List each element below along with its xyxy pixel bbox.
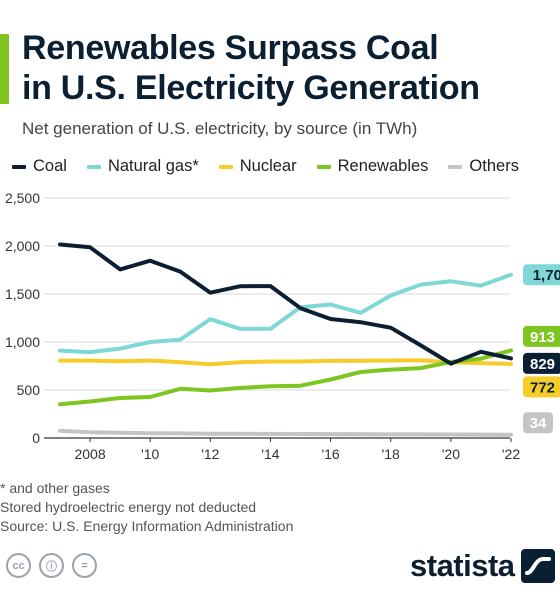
- cc-icon[interactable]: cc: [6, 553, 31, 578]
- series-line-coal: [58, 242, 513, 366]
- chart-legend: Coal Natural gas* Nuclear Renewables Oth…: [12, 157, 539, 176]
- footnote-source: Source: U.S. Energy Information Administ…: [0, 518, 294, 534]
- series-line-natural-gas: [58, 272, 513, 355]
- legend-label-nuclear: Nuclear: [239, 157, 297, 175]
- x-tick-label: '16: [321, 446, 339, 462]
- license-icons: cc ⓘ =: [6, 553, 97, 578]
- legend-swatch-natural-gas: [86, 164, 101, 169]
- end-label-bg-others: [523, 412, 553, 434]
- brand-wordmark: statista: [410, 548, 515, 583]
- legend-label-others: Others: [469, 157, 519, 175]
- end-label-bg-coal: [523, 352, 560, 374]
- end-label-natural-gas: 1,701: [533, 267, 560, 284]
- y-tick-label: 2,000: [5, 238, 40, 254]
- footnotes: * and other gases Stored hydroelectric e…: [0, 479, 293, 536]
- x-tick-label: '12: [201, 446, 219, 462]
- series-line-renewables: [58, 348, 513, 407]
- legend-label-coal: Coal: [33, 157, 67, 175]
- y-tick-label: 1,000: [5, 334, 40, 350]
- y-tick-label: 0: [32, 430, 40, 446]
- end-label-nuclear: 772: [530, 379, 555, 396]
- legend-label-renewables: Renewables: [337, 157, 429, 175]
- footnote-hydro: Stored hydroelectric energy not deducted: [0, 499, 257, 515]
- series-line-others: [58, 428, 513, 437]
- y-tick-label: 2,500: [5, 190, 40, 206]
- x-tick-label: 2008: [74, 446, 105, 462]
- legend-swatch-others: [448, 164, 463, 169]
- page-subtitle: Net generation of U.S. electricity, by s…: [22, 119, 418, 138]
- x-tick-label: '14: [261, 446, 279, 462]
- legend-label-natural-gas: Natural gas*: [107, 157, 199, 175]
- y-tick-label: 1,500: [5, 286, 40, 302]
- title-line-2: in U.S. Electricity Generation: [22, 69, 480, 107]
- attribution-icon[interactable]: ⓘ: [39, 553, 64, 578]
- legend-swatch-nuclear: [218, 164, 233, 169]
- legend-swatch-coal: [12, 164, 26, 169]
- statista-mark-icon: [520, 549, 555, 583]
- end-label-bg-natural-gas: [523, 264, 560, 286]
- x-tick-label: '20: [442, 446, 460, 462]
- end-label-others: 34: [530, 415, 547, 432]
- legend-item-others: Others: [448, 157, 519, 176]
- footnote-gases: * and other gases: [0, 480, 110, 496]
- legend-item-renewables: Renewables: [316, 157, 429, 176]
- end-label-bg-nuclear: [523, 376, 560, 398]
- end-label-coal: 829: [530, 356, 555, 373]
- end-label-renewables: 913: [530, 329, 555, 346]
- x-tick-label: '22: [502, 446, 520, 462]
- statista-logo[interactable]: statista: [410, 548, 555, 584]
- series-line-nuclear: [58, 358, 513, 367]
- page-title: Renewables Surpass Coal in U.S. Electric…: [22, 28, 552, 108]
- x-tick-label: '10: [141, 446, 159, 462]
- title-accent-bar: [0, 34, 9, 104]
- end-label-bg-renewables: [523, 325, 560, 347]
- legend-item-nuclear: Nuclear: [218, 157, 297, 176]
- title-line-1: Renewables Surpass Coal: [22, 29, 439, 67]
- line-chart: 0 500 1,000 1,500 2,000 2,500 2008 '10 '12 '14 '16…: [5, 190, 560, 462]
- noderivs-icon[interactable]: =: [72, 553, 97, 578]
- y-tick-label: 500: [17, 382, 41, 398]
- x-tick-label: '18: [382, 446, 400, 462]
- legend-item-coal: Coal: [12, 157, 67, 176]
- legend-item-natural-gas: Natural gas*: [86, 157, 199, 176]
- legend-swatch-renewables: [316, 164, 331, 169]
